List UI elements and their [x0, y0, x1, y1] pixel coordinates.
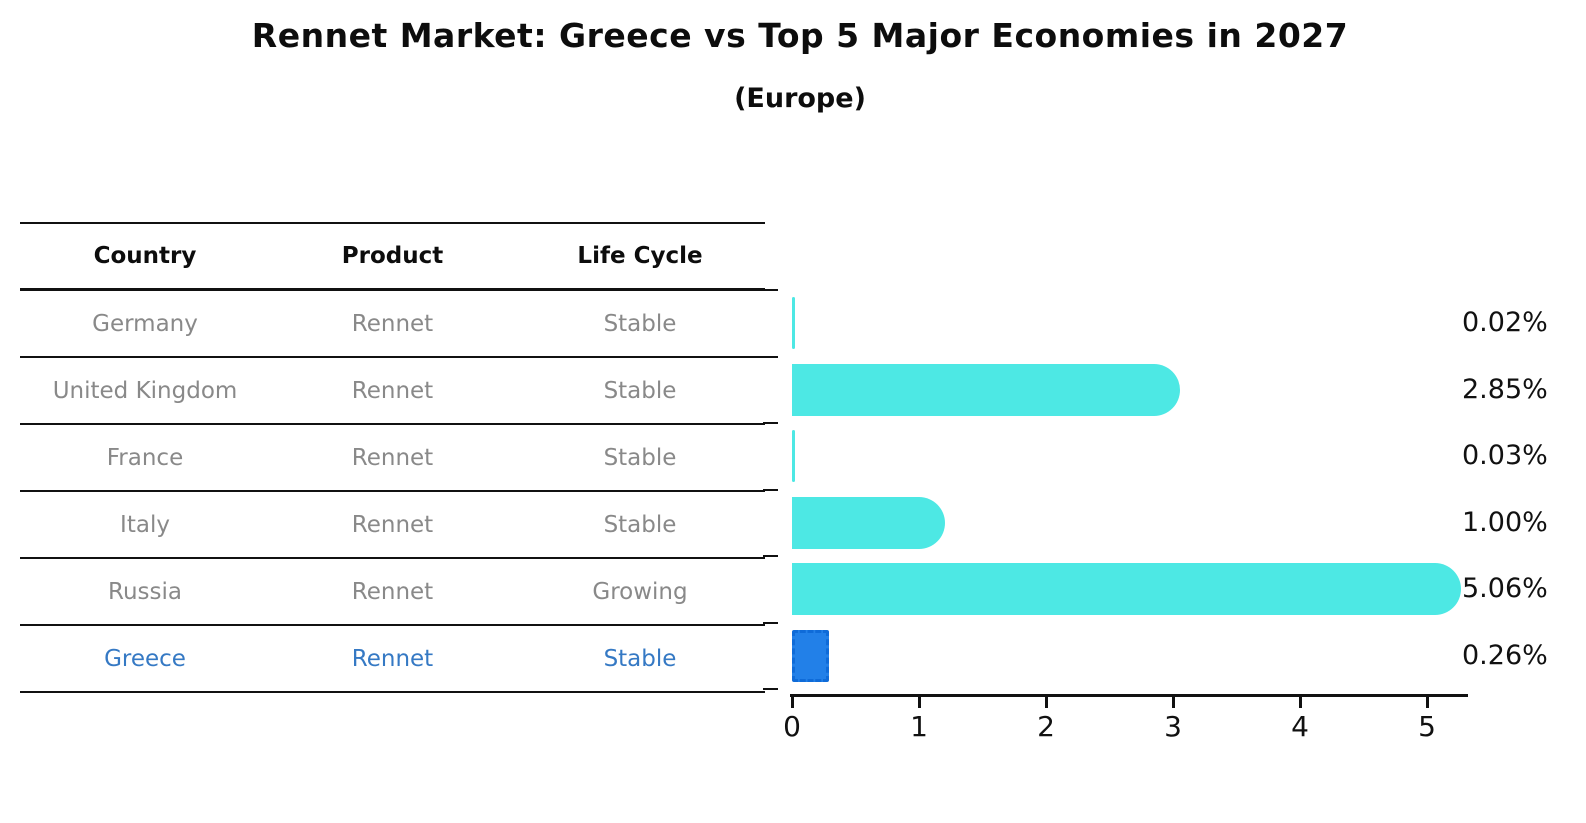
table-cell-country: Russia	[108, 578, 182, 605]
y-axis-tick	[763, 688, 778, 690]
table-cell-life-cycle: Stable	[603, 310, 677, 337]
bar-italy	[792, 496, 945, 549]
table-cell-country: Germany	[92, 310, 198, 337]
x-axis-tick	[918, 695, 921, 708]
table-cell-product: Rennet	[351, 511, 434, 538]
x-axis-tick-label: 3	[1164, 710, 1182, 743]
comparison-table: Country Product Life Cycle Germany Rennet…	[20, 222, 765, 693]
y-axis-tick	[763, 289, 778, 291]
y-axis-tick	[763, 555, 778, 557]
x-axis-tick-label: 1	[910, 710, 928, 743]
table-cell-product: Rennet	[351, 310, 434, 337]
x-axis-tick	[1426, 695, 1429, 708]
x-axis-tick	[1045, 695, 1048, 708]
page-subtitle: (Europe)	[734, 83, 866, 114]
x-axis-tick-label: 2	[1037, 710, 1055, 743]
x-axis-tick	[1172, 695, 1175, 708]
header-cell-product: Product	[341, 243, 444, 269]
x-axis-tick	[1299, 695, 1302, 708]
table-cell-life-cycle: Stable	[603, 645, 677, 672]
table-cell-life-cycle: Stable	[603, 511, 677, 538]
table-cell-life-cycle: Growing	[592, 578, 688, 605]
bar-france	[792, 430, 795, 483]
value-label: 5.06%	[1462, 573, 1548, 605]
x-axis-tick-label: 4	[1291, 710, 1309, 743]
table-cell-country: Italy	[120, 511, 170, 538]
bar-united-kingdom	[792, 363, 1180, 416]
bar-greece	[792, 629, 829, 682]
table-cell-product: Rennet	[351, 645, 434, 672]
value-label: 1.00%	[1462, 506, 1548, 538]
table-row: Greece Rennet Stable	[20, 626, 765, 693]
bar-germany	[792, 297, 795, 350]
table-cell-product: Rennet	[351, 578, 434, 605]
header-cell-life-cycle: Life Cycle	[577, 243, 703, 269]
value-label: 0.26%	[1462, 639, 1548, 671]
header-cell-country: Country	[93, 243, 197, 269]
y-axis-tick	[763, 489, 778, 491]
x-axis-tick	[791, 695, 794, 708]
y-axis-tick	[763, 422, 778, 424]
table-cell-country: United Kingdom	[52, 377, 238, 404]
value-label: 0.03%	[1462, 440, 1548, 472]
x-axis-tick-label: 0	[783, 710, 801, 743]
table-cell-life-cycle: Stable	[603, 444, 677, 471]
value-label: 2.85%	[1462, 373, 1548, 405]
x-axis-line	[790, 694, 1468, 697]
y-axis-tick	[763, 622, 778, 624]
table-cell-product: Rennet	[351, 377, 434, 404]
page-title: Rennet Market: Greece vs Top 5 Major Eco…	[251, 16, 1349, 55]
table-cell-country: France	[106, 444, 184, 471]
table-row: United Kingdom Rennet Stable	[20, 358, 765, 425]
table-row: France Rennet Stable	[20, 425, 765, 492]
table-row: Italy Rennet Stable	[20, 492, 765, 559]
bar-russia	[792, 563, 1461, 616]
value-label: 0.02%	[1462, 307, 1548, 339]
table-header-row: Country Product Life Cycle	[20, 224, 765, 291]
x-axis-tick-label: 5	[1418, 710, 1436, 743]
table-row: Russia Rennet Growing	[20, 559, 765, 626]
table-row: Germany Rennet Stable	[20, 291, 765, 358]
table-cell-product: Rennet	[351, 444, 434, 471]
y-axis-tick	[763, 356, 778, 358]
table-cell-life-cycle: Stable	[603, 377, 677, 404]
table-cell-country: Greece	[104, 645, 186, 672]
